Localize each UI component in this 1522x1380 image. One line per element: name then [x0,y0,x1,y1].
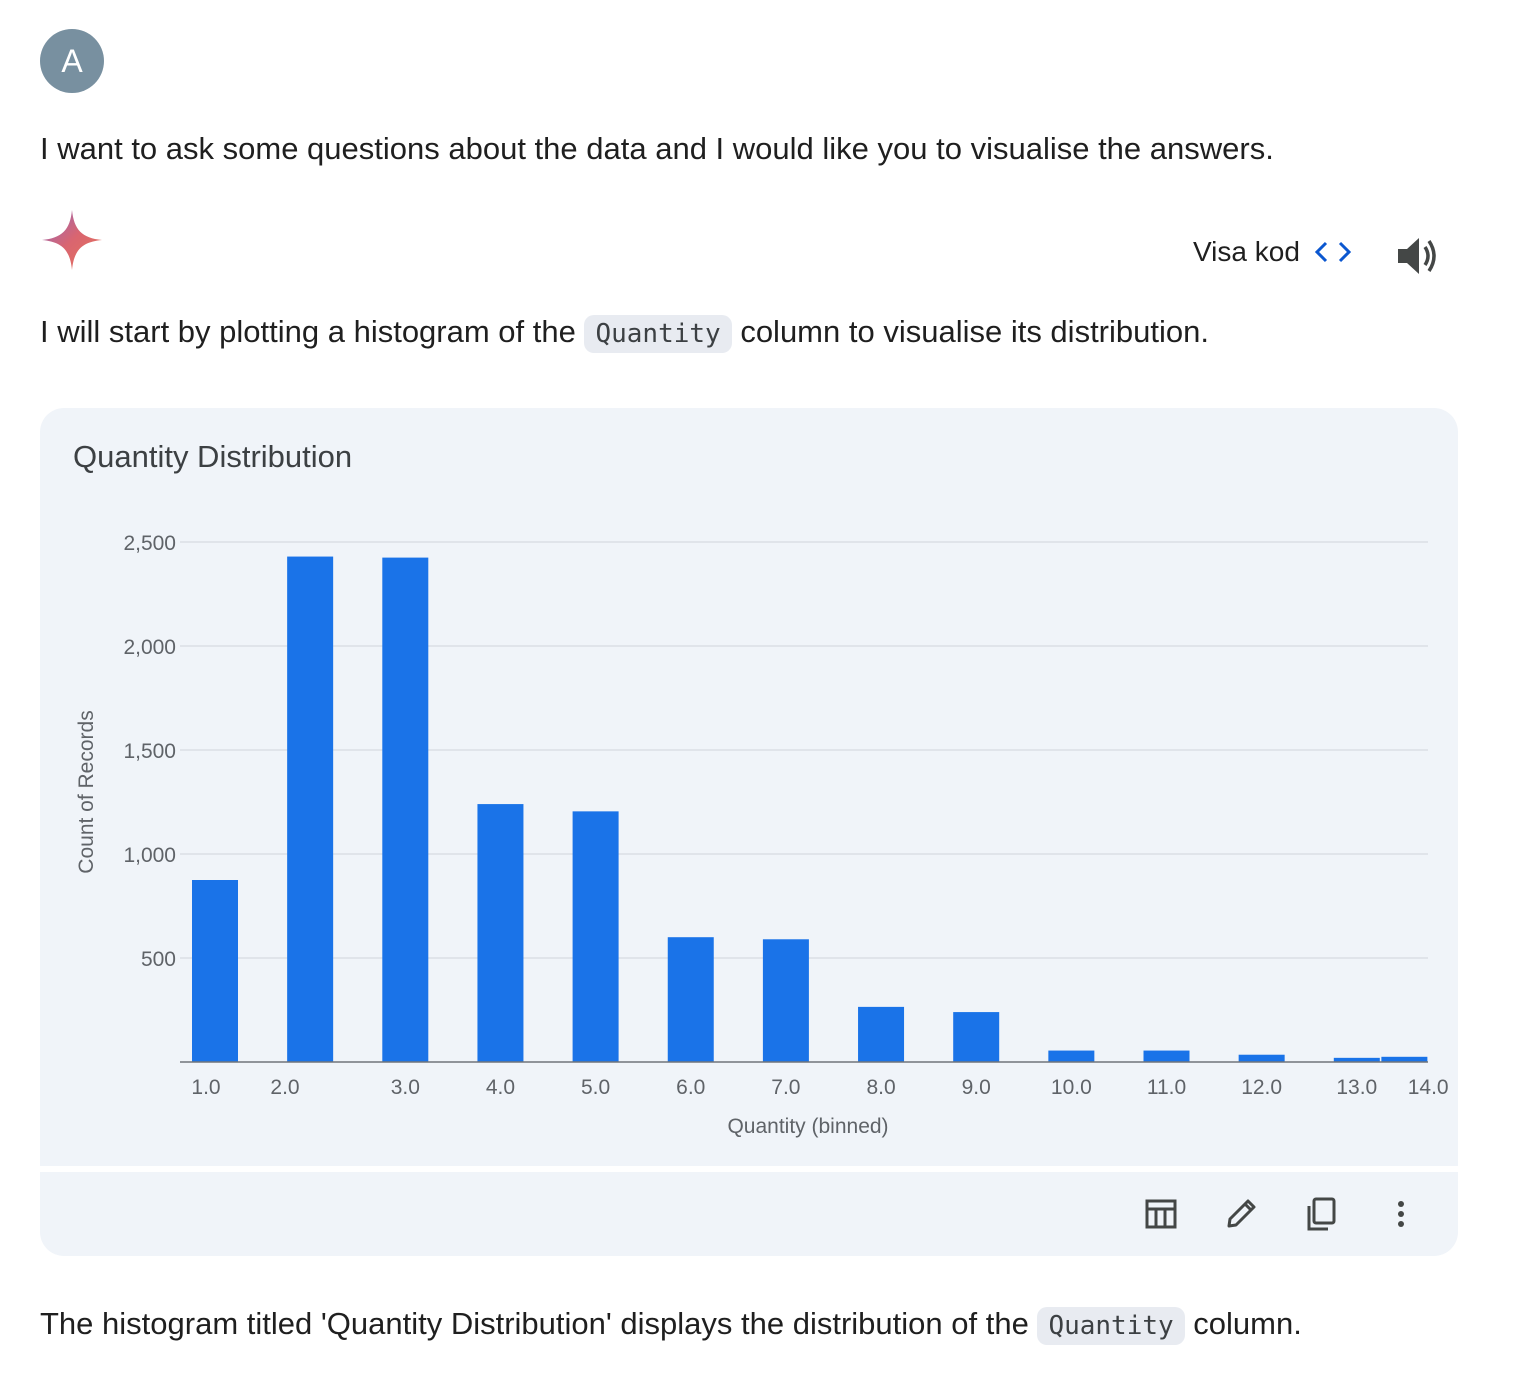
histogram-bar [762,939,809,1062]
histogram-bar [1048,1050,1095,1062]
table-view-button[interactable] [1141,1194,1181,1234]
y-tick-label: 2,000 [123,636,176,659]
more-options-button[interactable] [1381,1194,1421,1234]
histogram-bar [287,556,334,1062]
histogram-bar [858,1006,905,1062]
x-axis-label: Quantity (binned) [727,1115,888,1138]
histogram-bar [477,804,524,1062]
show-code-button[interactable]: Visa kod [1193,236,1352,268]
response-intro: I will start by plotting a histogram of … [40,314,1209,353]
summary-text-before: The histogram titled 'Quantity Distribut… [40,1306,1038,1341]
x-tick-label: 12.0 [1241,1076,1282,1099]
histogram-bar [1333,1057,1380,1062]
response-summary: The histogram titled 'Quantity Distribut… [40,1306,1302,1345]
x-tick-label: 8.0 [866,1076,895,1099]
x-tick-label: 1.0 [191,1076,220,1099]
x-tick-label: 13.0 [1336,1076,1377,1099]
histogram-bar [1238,1054,1285,1062]
bars [192,556,1428,1062]
show-code-label: Visa kod [1193,236,1300,267]
histogram-bar [1381,1056,1428,1062]
y-tick-label: 2,500 [123,532,176,555]
histogram-bar [192,880,238,1062]
histogram-bar [382,557,429,1062]
x-axis-ticks: 1.0 2.0 3.0 4.0 5.0 6.0 7.0 8.0 9.0 10.0 11.0 12.0 1… [191,1076,1448,1099]
intro-text-before: I will start by plotting a histogram of … [40,314,585,349]
gridlines [180,541,1428,959]
code-brackets-icon [1314,241,1352,263]
histogram-chart: Quantity Distribution 500 1,000 1,500 2,000… [73,439,1449,1138]
x-tick-label: 7.0 [771,1076,800,1099]
x-tick-label: 6.0 [676,1076,705,1099]
y-axis-label: Count of Records [75,710,98,873]
summary-text-after: column. [1184,1306,1302,1341]
sparkle-icon [42,210,102,270]
speaker-icon[interactable] [1394,234,1440,278]
histogram-bar [953,1012,1000,1062]
histogram-bar [667,937,714,1062]
y-tick-label: 1,000 [123,844,176,867]
histogram-bar [1143,1050,1190,1062]
x-tick-label: 11.0 [1147,1076,1186,1099]
x-tick-label: 14.0 [1408,1076,1449,1099]
code-chip-quantity-2: Quantity [1037,1307,1185,1345]
y-tick-label: 500 [141,948,176,971]
copy-icon [1307,1197,1336,1231]
x-tick-label: 4.0 [486,1076,515,1099]
x-tick-label: 5.0 [581,1076,610,1099]
x-tick-label: 10.0 [1051,1076,1092,1099]
y-tick-label: 1,500 [123,740,176,763]
user-message: I want to ask some questions about the d… [40,131,1274,166]
chart-card: Quantity Distribution 500 1,000 1,500 2,000… [40,408,1458,1166]
user-avatar: A [40,29,104,93]
chart-title: Quantity Distribution [73,439,352,474]
edit-button[interactable] [1221,1194,1261,1234]
code-chip-quantity: Quantity [584,315,732,353]
x-tick-label: 9.0 [962,1076,991,1099]
more-vert-icon [1398,1201,1404,1227]
histogram-bar [572,811,619,1062]
table-icon [1145,1199,1177,1229]
x-tick-label: 2.0 [270,1076,299,1099]
pencil-icon [1227,1199,1256,1228]
chart-toolbar [40,1172,1458,1256]
y-axis-ticks: 500 1,000 1,500 2,000 2,500 [123,532,176,971]
x-tick-label: 3.0 [391,1076,420,1099]
intro-text-after: column to visualise its distribution. [731,314,1209,349]
copy-button[interactable] [1301,1194,1341,1234]
